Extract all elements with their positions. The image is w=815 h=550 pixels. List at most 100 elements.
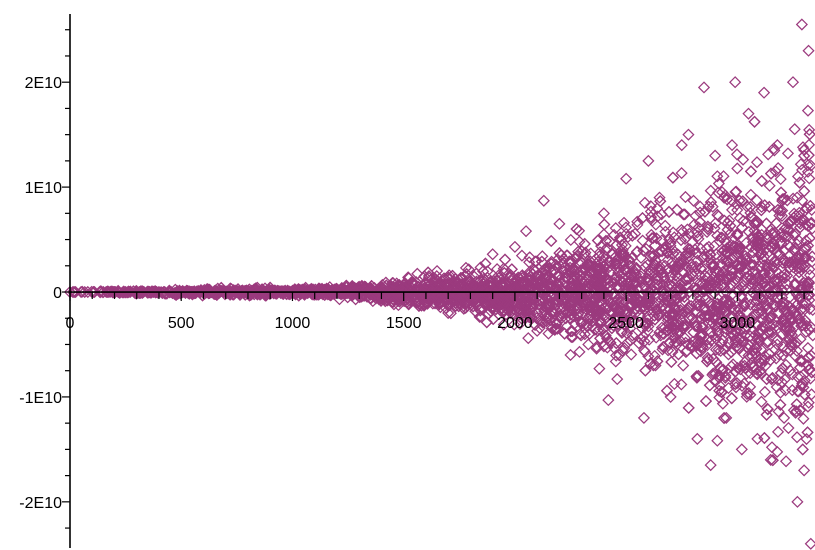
data-point bbox=[709, 149, 722, 162]
data-point bbox=[611, 313, 624, 327]
data-point bbox=[597, 207, 610, 220]
data-point bbox=[802, 149, 815, 162]
data-point bbox=[624, 269, 638, 283]
data-point bbox=[791, 191, 804, 204]
data-point bbox=[672, 319, 685, 332]
data-point bbox=[635, 275, 648, 288]
x-tick-label: 3000 bbox=[720, 315, 756, 332]
data-point bbox=[711, 208, 724, 221]
data-point bbox=[565, 256, 578, 269]
data-point bbox=[589, 304, 602, 317]
data-point bbox=[750, 156, 764, 169]
data-point bbox=[750, 285, 764, 298]
data-point bbox=[554, 309, 567, 322]
data-point bbox=[504, 268, 517, 282]
data-point bbox=[672, 348, 685, 361]
data-point bbox=[523, 289, 536, 302]
data-point bbox=[679, 274, 693, 287]
data-point bbox=[730, 340, 743, 354]
data-point bbox=[230, 285, 243, 299]
data-point bbox=[770, 277, 784, 290]
data-point bbox=[742, 107, 755, 120]
data-point bbox=[425, 292, 438, 305]
data-point bbox=[609, 250, 622, 264]
data-point bbox=[660, 310, 673, 323]
data-point bbox=[797, 412, 810, 425]
data-point bbox=[735, 443, 748, 456]
data-point bbox=[702, 353, 715, 366]
data-point bbox=[675, 167, 688, 180]
data-point bbox=[804, 372, 815, 385]
data-point bbox=[579, 276, 592, 289]
data-point bbox=[777, 253, 790, 266]
data-point bbox=[768, 144, 781, 157]
data-point bbox=[735, 359, 749, 372]
data-point bbox=[783, 224, 796, 237]
data-point bbox=[459, 296, 472, 309]
data-point bbox=[418, 270, 431, 283]
data-point bbox=[735, 379, 749, 392]
data-point bbox=[602, 393, 615, 407]
data-point bbox=[603, 285, 616, 298]
data-point bbox=[674, 234, 688, 247]
data-point bbox=[664, 236, 677, 249]
data-point bbox=[531, 269, 544, 282]
data-point bbox=[127, 285, 140, 298]
data-point bbox=[750, 194, 763, 207]
data-point bbox=[795, 319, 808, 333]
x-tick-label: 2000 bbox=[497, 315, 533, 332]
data-point bbox=[744, 330, 757, 343]
data-point bbox=[688, 243, 701, 256]
data-point bbox=[690, 282, 703, 295]
data-point bbox=[404, 284, 417, 297]
data-point bbox=[659, 296, 672, 309]
data-point bbox=[489, 296, 502, 309]
data-point bbox=[711, 434, 724, 447]
data-point bbox=[790, 398, 803, 411]
data-point bbox=[564, 233, 577, 247]
data-point bbox=[625, 281, 638, 295]
data-point bbox=[729, 365, 742, 378]
data-point bbox=[744, 188, 757, 201]
data-point bbox=[558, 327, 571, 340]
data-point bbox=[801, 359, 814, 372]
data-point bbox=[553, 217, 566, 230]
data-point bbox=[415, 299, 428, 312]
data-point bbox=[794, 158, 807, 171]
data-point bbox=[709, 217, 722, 230]
data-point bbox=[508, 318, 521, 331]
data-point bbox=[655, 300, 668, 313]
data-point bbox=[402, 271, 415, 284]
data-point bbox=[707, 329, 720, 342]
data-point bbox=[566, 325, 579, 338]
data-point bbox=[449, 299, 462, 312]
data-point bbox=[611, 301, 624, 314]
data-point bbox=[788, 123, 801, 136]
data-point bbox=[700, 242, 713, 255]
data-point bbox=[474, 261, 487, 274]
data-point bbox=[550, 316, 563, 329]
data-point bbox=[786, 76, 800, 89]
data-point bbox=[644, 205, 658, 218]
data-point bbox=[433, 272, 446, 285]
data-point bbox=[750, 240, 764, 253]
data-point bbox=[803, 324, 815, 337]
data-point bbox=[704, 184, 717, 197]
data-point bbox=[791, 495, 804, 508]
data-point bbox=[699, 278, 712, 291]
data-point bbox=[634, 333, 648, 346]
data-point bbox=[626, 329, 639, 342]
data-point bbox=[748, 259, 761, 272]
data-point bbox=[683, 227, 696, 240]
data-point bbox=[97, 285, 110, 299]
data-point bbox=[744, 200, 757, 214]
data-point bbox=[764, 167, 778, 180]
data-point bbox=[731, 361, 744, 375]
data-point bbox=[793, 354, 806, 367]
data-point bbox=[598, 218, 611, 231]
data-point bbox=[680, 344, 694, 357]
data-point bbox=[579, 262, 592, 275]
data-point bbox=[664, 293, 677, 306]
data-point bbox=[716, 186, 729, 199]
data-point bbox=[724, 270, 737, 283]
